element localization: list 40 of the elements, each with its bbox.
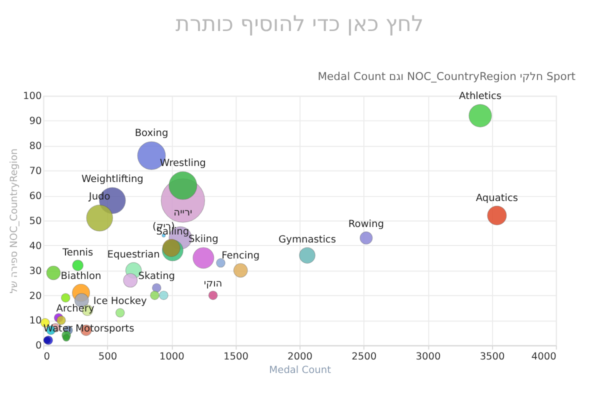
y-tick-label: 40 (29, 240, 42, 252)
x-tick-label: 3000 (416, 351, 441, 362)
y-tick-label: 60 (29, 190, 42, 202)
x-tick-label: 1000 (159, 351, 184, 362)
x-tick-label: 500 (98, 351, 118, 362)
y-tick-label: 30 (29, 266, 42, 277)
annotation: Biathlon (60, 271, 102, 282)
y-axis-title: ספירה של NOC_CountryRegion (9, 148, 20, 294)
annotation: Skating (138, 271, 176, 282)
annotation: Boxing (134, 128, 168, 139)
annotation: ירייה (174, 207, 192, 218)
y-tick-label: 50 (29, 216, 42, 227)
x-tick-label: 1500 (223, 351, 248, 362)
annotation: Ice Hockey (93, 296, 148, 307)
annotation: Weightlifting (81, 174, 144, 185)
x-tick-label: 2000 (288, 351, 313, 362)
annotation: Gymnastics (278, 234, 336, 246)
y-tick-label: 70 (29, 166, 42, 178)
x-tick-label: 2500 (352, 351, 377, 362)
annotation: Skiing (188, 234, 218, 246)
annotation: Aquatics (476, 192, 518, 204)
y-tick-label: 10 (29, 316, 42, 327)
annotation: Rowing (348, 219, 384, 230)
annotation: Tennis (62, 247, 94, 258)
chart-subtitle: Medal Count וגם NOC_CountryRegion חלקי Sport (318, 70, 576, 84)
x-tick-label: 4000 (531, 351, 556, 362)
y-tick-label: 20 (29, 290, 42, 302)
annotation: Fencing (222, 250, 260, 262)
y-tick-label: 90 (29, 116, 42, 128)
y-tick-label: 0 (35, 340, 42, 352)
x-tick-label: 3500 (480, 351, 505, 362)
annotation: Archery (56, 303, 94, 314)
annotation: Equestrian (107, 250, 160, 261)
chart-title: לחץ כאן כדי להוסיף כותרת (176, 12, 424, 37)
y-tick-label: 80 (29, 141, 42, 152)
annotation: Athletics (459, 91, 502, 102)
annotation: הוקי (204, 278, 222, 290)
x-tick-label: 0 (44, 351, 50, 362)
x-axis-title: Medal Count (269, 365, 332, 376)
y-tick-label: 100 (23, 91, 42, 102)
